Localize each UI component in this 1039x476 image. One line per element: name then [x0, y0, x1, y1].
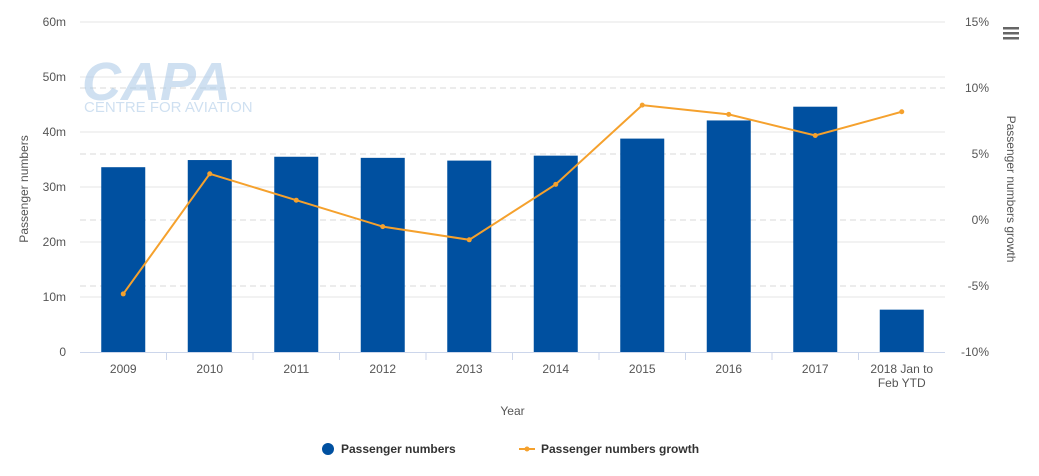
point-passenger-growth[interactable] — [120, 291, 126, 297]
y-tick-label: 20m — [43, 235, 66, 249]
point-passenger-growth[interactable] — [380, 224, 386, 230]
point-passenger-growth[interactable] — [639, 102, 645, 108]
x-tick-label: 2016 — [715, 362, 742, 376]
legend-swatch-passenger-numbers — [322, 443, 334, 455]
y2-tick-label: 15% — [965, 15, 989, 29]
axes: 0 10m 20m 30m 40m 50m 60m -10% -5% 0% 5% 10% 15% 2009… — [43, 15, 990, 390]
y2-axis-title: Passenger numbers growth — [1004, 116, 1018, 263]
point-passenger-growth[interactable] — [207, 171, 213, 177]
x-tick-label: 2014 — [542, 362, 569, 376]
y-tick-label: 40m — [43, 125, 66, 139]
x-tick-label: 2011 — [283, 362, 309, 376]
y2-tick-label: 10% — [965, 81, 989, 95]
capa-watermark: CAPA CENTRE FOR AVIATION — [82, 52, 253, 116]
x-tick-label: 2017 — [802, 362, 829, 376]
x-tick-label: 2013 — [456, 362, 483, 376]
legend-marker-passenger-growth — [524, 446, 530, 452]
y-tick-label: 30m — [43, 180, 66, 194]
bar-passenger-numbers[interactable] — [447, 160, 492, 352]
watermark-tagline: CENTRE FOR AVIATION — [84, 99, 253, 116]
y2-tick-label: 5% — [972, 147, 990, 161]
x-tick-label: 2010 — [196, 362, 223, 376]
bar-passenger-numbers[interactable] — [879, 309, 924, 352]
x-tick-label: 2015 — [629, 362, 656, 376]
y-tick-label: 50m — [43, 70, 66, 84]
x-tick-label: 2018 Jan to Feb YTD — [870, 362, 933, 390]
bar-passenger-numbers[interactable] — [360, 157, 405, 352]
bar-passenger-numbers[interactable] — [274, 156, 319, 352]
y2-tick-label: -5% — [968, 279, 990, 293]
point-passenger-growth[interactable] — [293, 197, 299, 203]
bar-passenger-numbers[interactable] — [101, 167, 146, 352]
bar-passenger-numbers[interactable] — [706, 120, 751, 352]
bar-passenger-numbers[interactable] — [793, 106, 838, 352]
x-axis-title: Year — [500, 404, 524, 418]
y-tick-label: 0 — [59, 345, 66, 359]
bar-series — [101, 106, 924, 352]
watermark-logo: CAPA — [82, 52, 231, 112]
legend-label-passenger-growth[interactable]: Passenger numbers growth — [541, 442, 699, 456]
y-tick-label: 10m — [43, 290, 66, 304]
x-tick-label: 2009 — [110, 362, 137, 376]
point-passenger-growth[interactable] — [812, 133, 818, 139]
y-axis-title: Passenger numbers — [17, 135, 31, 242]
y2-tick-label: -10% — [961, 345, 989, 359]
point-passenger-growth[interactable] — [899, 109, 905, 115]
point-passenger-growth[interactable] — [466, 237, 472, 243]
line-passenger-growth — [122, 104, 903, 295]
bar-passenger-numbers[interactable] — [187, 160, 232, 352]
hamburger-menu-icon[interactable] — [998, 22, 1024, 44]
point-passenger-growth[interactable] — [553, 181, 559, 187]
legend-label-passenger-numbers[interactable]: Passenger numbers — [341, 442, 456, 456]
point-passenger-growth[interactable] — [726, 111, 732, 117]
line-series — [120, 102, 905, 297]
y-tick-label: 60m — [43, 15, 66, 29]
y2-tick-label: 0% — [972, 213, 990, 227]
bar-passenger-numbers[interactable] — [620, 138, 665, 352]
legend: Passenger numbers Passenger numbers grow… — [322, 442, 699, 456]
x-tick-label: 2012 — [369, 362, 396, 376]
bar-passenger-numbers[interactable] — [533, 155, 578, 352]
